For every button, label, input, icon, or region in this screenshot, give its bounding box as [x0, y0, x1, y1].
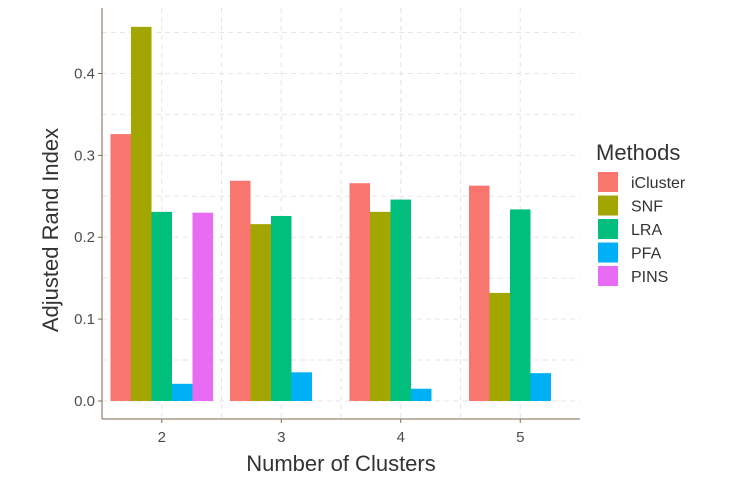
- x-tick-label: 3: [277, 429, 285, 446]
- bar-pins-2: [192, 212, 213, 401]
- bar-lra-5: [510, 209, 531, 401]
- bar-pfa-4: [411, 388, 432, 401]
- y-tick-label: 0.2: [74, 229, 95, 246]
- bars-layer: [110, 26, 551, 401]
- legend-title: Methods: [596, 140, 680, 165]
- bar-snf-5: [489, 292, 510, 401]
- y-axis-title: Adjusted Rand Index: [38, 128, 63, 332]
- x-tick-label: 2: [158, 429, 166, 446]
- bar-icluster-4: [349, 183, 370, 401]
- legend-label-pfa: PFA: [631, 246, 662, 263]
- bar-lra-2: [151, 211, 172, 401]
- legend-label-lra: LRA: [631, 222, 662, 239]
- legend-swatch-pfa: [598, 242, 618, 263]
- legend-label-pins: PINS: [631, 269, 668, 286]
- legend-swatch-lra: [598, 219, 618, 239]
- legend-label-icluster: iCluster: [631, 175, 686, 192]
- x-tick-label: 4: [397, 429, 405, 446]
- y-tick-label: 0.0: [74, 393, 95, 410]
- legend-swatch-snf: [598, 195, 618, 216]
- bar-lra-3: [271, 215, 292, 401]
- x-tick-label: 5: [516, 429, 524, 446]
- bar-snf-4: [370, 211, 391, 401]
- legend: Methods iCluster SNF LRA PFA PINS: [596, 140, 686, 286]
- bar-pfa-2: [172, 383, 193, 401]
- bar-pfa-3: [291, 372, 312, 401]
- bar-lra-4: [390, 199, 411, 401]
- y-tick-label: 0.1: [74, 311, 95, 328]
- axes-layer: 0.0 0.1 0.2 0.3 0.4 2 3 4 5: [74, 8, 580, 446]
- bar-icluster-5: [469, 185, 490, 401]
- legend-swatch-icluster: [598, 172, 618, 192]
- legend-items: iCluster SNF LRA PFA PINS: [598, 172, 686, 286]
- bar-icluster-3: [230, 180, 251, 401]
- legend-label-snf: SNF: [631, 199, 663, 216]
- bar-pfa-5: [530, 373, 551, 401]
- bar-snf-3: [250, 224, 271, 401]
- y-tick-label: 0.3: [74, 147, 95, 164]
- bar-snf-2: [131, 26, 152, 401]
- legend-swatch-pins: [598, 266, 618, 286]
- x-axis-title: Number of Clusters: [246, 451, 436, 476]
- y-tick-label: 0.4: [74, 65, 95, 82]
- bar-icluster-2: [110, 134, 131, 401]
